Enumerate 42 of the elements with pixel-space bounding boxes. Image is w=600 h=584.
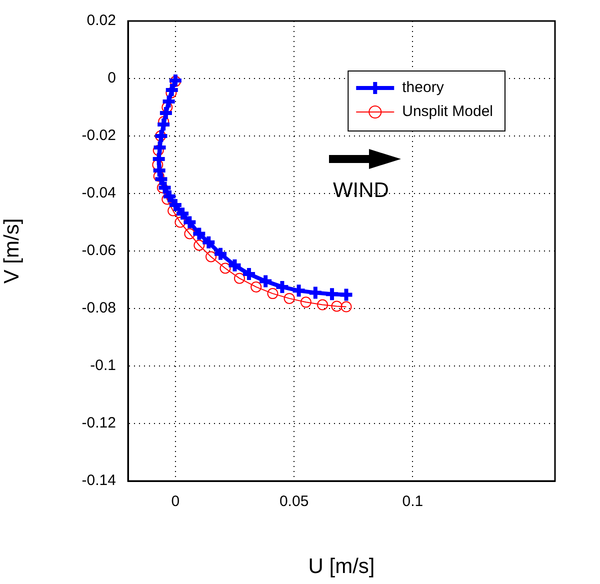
point [226, 257, 243, 274]
point [158, 105, 174, 121]
y-tick-label: -0.04 [82, 184, 116, 202]
annotation: WIND [332, 178, 389, 202]
point [340, 301, 352, 312]
point [284, 292, 295, 304]
x-axis-title: U [m/s] [308, 555, 375, 578]
x-tick-label: 0 [171, 493, 180, 510]
point [164, 82, 180, 98]
point [300, 296, 312, 308]
point [206, 251, 217, 262]
y-tick-label: -0.06 [82, 242, 116, 260]
y-axis-title: V [m/s] [0, 218, 24, 284]
point [150, 151, 167, 167]
point [153, 128, 170, 144]
y-tick-label: 0.02 [86, 12, 116, 30]
point [156, 116, 172, 132]
point [212, 246, 229, 262]
point [194, 240, 205, 251]
point [258, 273, 274, 290]
y-tick-label: -0.1 [90, 357, 116, 374]
legend-label: Unsplit Model [402, 103, 494, 120]
y-tick-label: 0 [108, 70, 116, 87]
point [331, 300, 342, 312]
y-tick-label: -0.02 [82, 127, 116, 144]
legend-label: theory [402, 79, 444, 96]
point [290, 282, 307, 299]
point [160, 94, 177, 110]
point [234, 272, 245, 284]
point [307, 284, 324, 301]
y-tick-label: -0.12 [82, 414, 116, 432]
point [317, 299, 328, 310]
point [220, 262, 231, 274]
point [152, 140, 168, 156]
point [240, 266, 257, 282]
point [267, 288, 278, 300]
point [250, 281, 262, 292]
point [184, 228, 196, 240]
y-tick-label: -0.14 [82, 472, 116, 490]
x-tick-label: 0.1 [402, 493, 424, 510]
y-tick-label: -0.08 [82, 300, 116, 317]
x-tick-label: 0.05 [279, 493, 309, 510]
